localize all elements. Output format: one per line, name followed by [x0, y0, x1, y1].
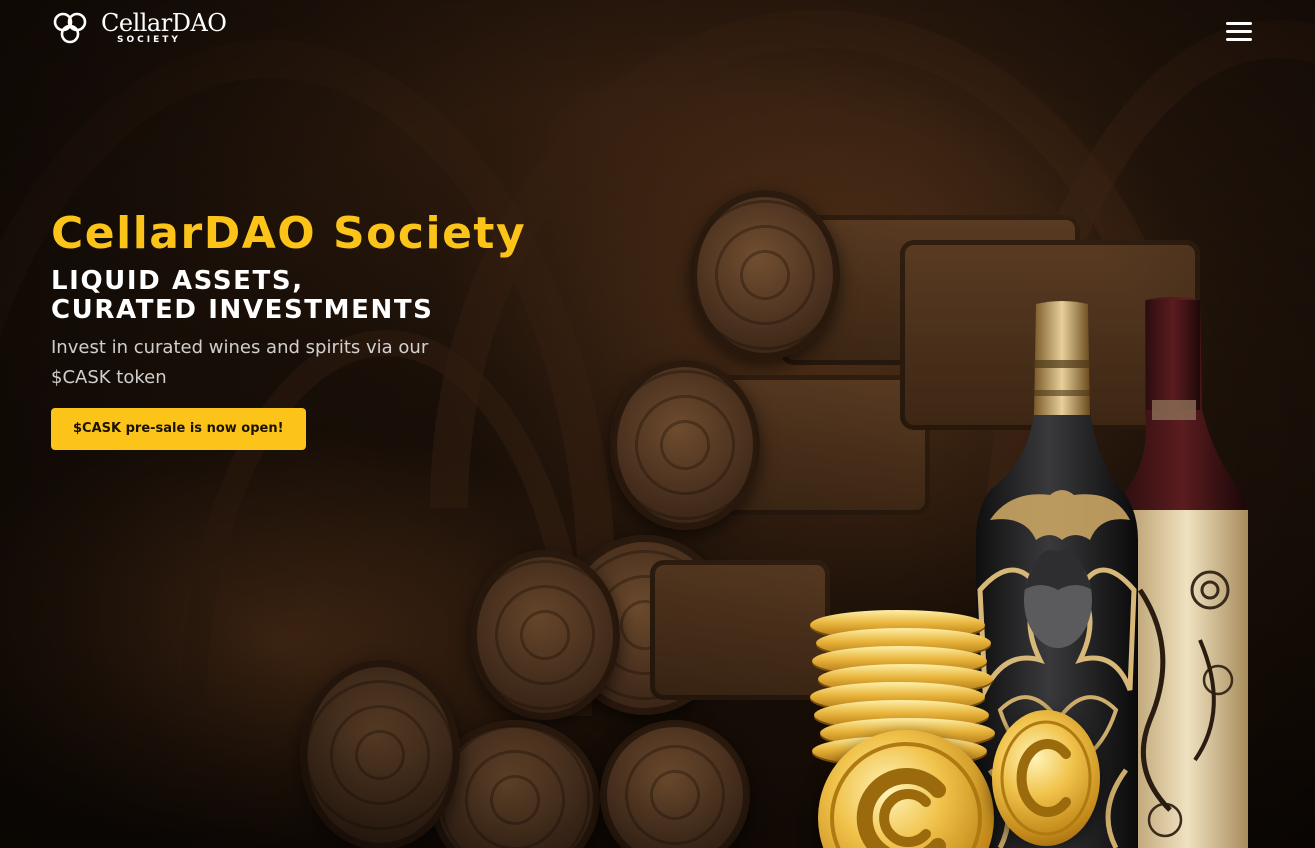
logo-name: CellarDAO	[101, 9, 227, 37]
logo-wordmark: CellarDAO SOCIETY	[101, 9, 227, 45]
hero-section: CellarDAO Society LIQUID ASSETS, CURATED…	[51, 205, 611, 450]
cellardao-logo-icon	[53, 12, 87, 44]
tagline-line-1: LIQUID ASSETS,	[51, 266, 304, 296]
presale-cta-button[interactable]: $CASK pre-sale is now open!	[51, 408, 306, 450]
hero-title: CellarDAO Society	[51, 208, 527, 259]
bottles-and-coins-image	[800, 290, 1260, 848]
hero-description: Invest in curated wines and spirits via …	[51, 337, 429, 388]
cask-coin-icon	[818, 730, 994, 848]
logo-subtitle: SOCIETY	[117, 35, 181, 45]
site-logo[interactable]: CellarDAO SOCIETY	[51, 9, 227, 47]
tagline-line-2: CURATED INVESTMENTS	[51, 295, 434, 325]
hamburger-menu-icon[interactable]	[1222, 17, 1256, 47]
hero-tagline: LIQUID ASSETS, CURATED INVESTMENTS	[51, 267, 611, 325]
wine-bottles-icon	[976, 297, 1248, 848]
cask-coin-icon	[992, 710, 1100, 846]
